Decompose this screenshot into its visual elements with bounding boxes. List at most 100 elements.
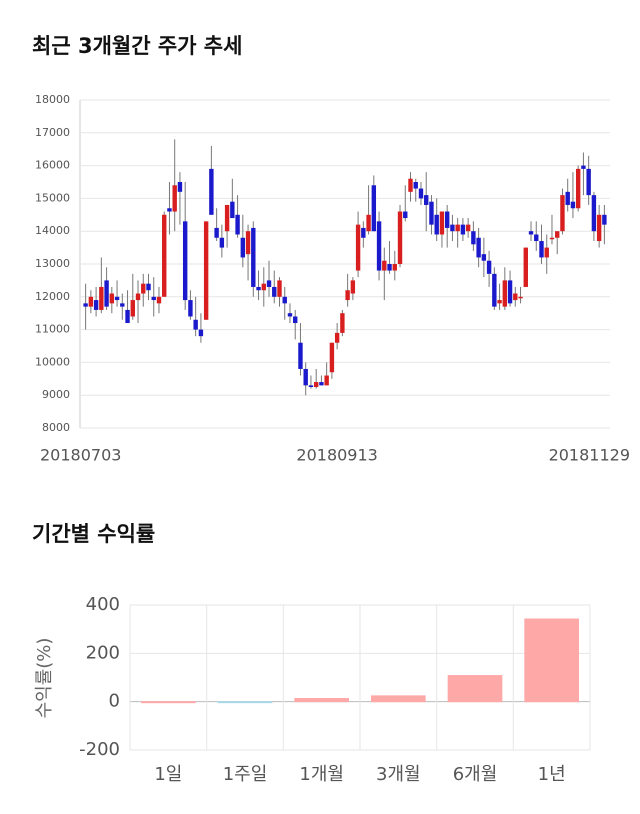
candle-body [188,300,193,317]
candle-body [355,224,361,271]
candle-body [88,296,94,307]
candle-body [581,165,586,169]
candle-body [518,296,523,299]
candle-body [277,280,282,297]
candle-body [387,264,392,271]
candle-body [198,329,204,337]
candle-body [120,303,125,307]
y-tick-label: 9000 [42,388,70,401]
y-tick-label: -200 [79,739,120,760]
bar [371,695,426,703]
x-tick-label: 3개월 [376,764,421,785]
candle-body [114,296,120,301]
bar [524,618,579,703]
candle-body [308,385,314,387]
candle-body [534,234,539,242]
candle-body [245,231,251,255]
candle-body [570,201,576,209]
y-tick-label: 400 [86,594,120,615]
candle-body [549,237,555,240]
candle-body [109,293,115,304]
candle-body [235,214,240,235]
candle-body [575,168,581,209]
candle-body [418,188,424,199]
y-tick-label: 10000 [35,355,70,368]
candle-body [167,208,172,212]
candle-body [156,296,162,304]
candle-body [560,195,565,232]
x-tick-label: 6개월 [453,764,498,785]
candle-body [230,201,235,219]
candle-body [497,300,502,304]
candle-body [162,214,167,297]
bar [141,701,196,704]
candle-body [392,264,397,271]
candle-body [586,168,591,196]
candle-body [240,237,246,258]
candle-body [361,227,366,238]
candle-body [177,182,183,192]
candle-body [565,191,570,205]
x-tick-label: 1년 [538,764,566,785]
candle-body [319,382,324,386]
candle-body [492,273,497,307]
candle-body [481,254,487,261]
candle-body [203,221,209,320]
candle-body [403,211,408,219]
candle-body [523,247,528,287]
candle-body [397,211,403,264]
candle-body [424,195,429,205]
bar [447,675,503,703]
candle-body [450,224,455,232]
candle-body [413,182,418,189]
candle-body [193,319,198,330]
candle-body [219,237,225,248]
candle-body [345,290,350,301]
candle-body [434,214,439,235]
candle-body [371,185,377,232]
y-tick-label: 12000 [35,290,70,303]
price-title: 최근 3개월간 주가 추세 [32,34,242,58]
candle-body [465,224,471,232]
candle-body [146,283,151,291]
y-tick-label: 11000 [35,323,70,336]
candle-body [439,211,445,235]
candle-body [261,283,266,291]
y-tick-label: 200 [86,642,120,663]
candle-body [596,214,602,242]
candle-body [476,237,481,258]
candle-body [313,382,319,387]
candle-body [502,280,508,307]
candle-body [224,204,230,232]
return-title: 기간별 수익률 [32,522,155,546]
candle-body [151,296,156,301]
candle-body [444,211,450,228]
candle-body [172,185,177,212]
candle-body [130,300,135,317]
y-tick-label: 0 [109,691,120,712]
candle-body [209,168,214,215]
candle-body [104,280,109,307]
candle-body [287,313,293,317]
y-tick-label: 17000 [35,126,70,139]
candle-body [282,296,287,304]
candle-body [256,286,261,291]
candle-body [408,178,413,192]
candle-body [298,342,303,369]
candle-body [135,293,141,301]
candle-body [429,201,434,225]
candle-body [602,214,607,225]
candle-body [591,195,597,232]
x-tick-label: 1일 [154,764,182,785]
candle-body [544,247,549,258]
y-tick-label: 16000 [35,159,70,172]
candle-body [293,316,298,324]
y-tick-label: 14000 [35,224,70,237]
candle-body [350,280,356,294]
candle-body [366,214,371,232]
candle-body [214,227,219,238]
x-tick-label: 20181129 [549,446,630,465]
x-tick-label: 20180913 [296,446,377,465]
candle-body [513,293,518,301]
